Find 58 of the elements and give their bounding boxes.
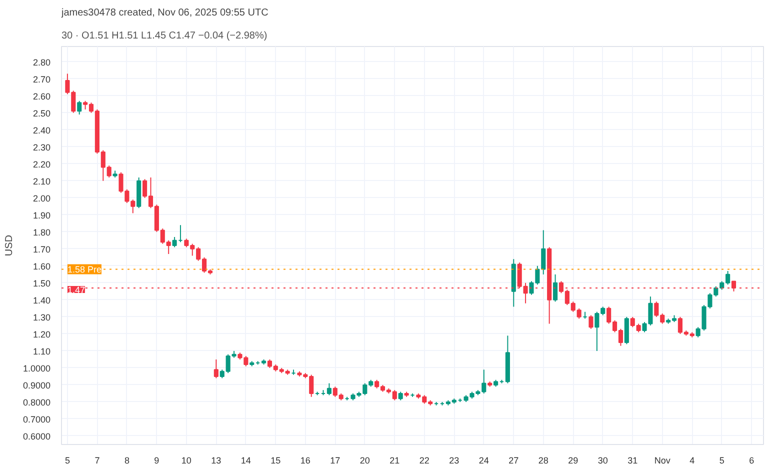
x-tick-label: 9 [154, 456, 160, 466]
x-tick-label: 29 [568, 456, 578, 466]
y-tick-label: 2.30 [32, 142, 51, 152]
x-tick-label: 15 [270, 456, 281, 466]
x-tick-label: 27 [508, 456, 519, 466]
y-tick-label: 1.30 [32, 312, 51, 322]
ref-line-label: 1.47 [67, 285, 85, 296]
chart-subtitle: 30 · O1.51 H1.51 L1.45 C1.47 −0.04 (−2.98%) [62, 30, 268, 42]
y-tick-label: 1.90 [32, 210, 51, 220]
y-tick-label: 2.10 [32, 176, 51, 186]
candlestick [624, 316, 629, 345]
x-tick-label: 4 [690, 456, 695, 466]
x-tick-label: 28 [538, 456, 548, 466]
y-tick-label: 2.00 [32, 193, 51, 204]
x-tick-label: 30 [598, 456, 608, 466]
x-tick-label: 22 [419, 456, 430, 466]
x-tick-label: 5 [719, 456, 724, 466]
candlestick [214, 358, 218, 379]
y-tick-label: 2.50 [32, 108, 51, 118]
candlestick [326, 382, 332, 396]
x-tick-label: 8 [124, 456, 130, 466]
y-tick-label: 1.40 [32, 295, 51, 306]
y-tick-label: 1.60 [32, 261, 51, 272]
x-tick-label: 23 [449, 456, 460, 466]
y-tick-label: 2.80 [32, 57, 51, 68]
y-tick-label: 0.8000 [22, 397, 51, 408]
y-tick-label: 1.80 [32, 227, 51, 238]
y-tick-label: 1.50 [32, 278, 51, 288]
x-tick-label: 5 [64, 456, 70, 466]
x-tick-label: 17 [330, 456, 340, 466]
x-tick-label: 13 [211, 456, 222, 466]
x-tick-label: 10 [181, 456, 192, 466]
y-tick-label: 1.10 [32, 346, 51, 356]
x-tick-label: Nov [654, 456, 671, 466]
x-tick-label: 7 [94, 456, 100, 466]
y-tick-label: 0.7000 [22, 414, 51, 424]
candlestick [588, 314, 594, 330]
y-tick-label: 2.60 [32, 91, 51, 102]
y-tick-label: 1.0000 [22, 363, 51, 374]
y-tick-label: 1.70 [32, 244, 51, 254]
candlestick [77, 100, 82, 116]
y-tick-label: 2.40 [32, 125, 51, 136]
y-tick-label: 2.70 [32, 74, 51, 84]
y-axis-title: USD [4, 234, 15, 256]
y-tick-label: 0.6000 [22, 431, 51, 442]
x-tick-label: 14 [240, 456, 251, 466]
y-tick-label: 1.20 [32, 329, 51, 340]
y-tick-label: 2.20 [32, 159, 51, 170]
ref-line-label: 1.58 Pre [67, 264, 102, 274]
x-tick-label: 20 [360, 456, 370, 466]
chart-title: james30478 created, Nov 06, 2025 09:55 UTC [60, 8, 268, 18]
x-tick-label: 31 [628, 456, 638, 466]
x-tick-label: 16 [300, 456, 310, 466]
x-tick-label: 6 [749, 456, 754, 466]
x-tick-label: 21 [390, 456, 400, 466]
candlestick [552, 274, 558, 302]
x-tick-label: 24 [478, 456, 489, 466]
y-tick-label: 0.9000 [22, 380, 51, 390]
